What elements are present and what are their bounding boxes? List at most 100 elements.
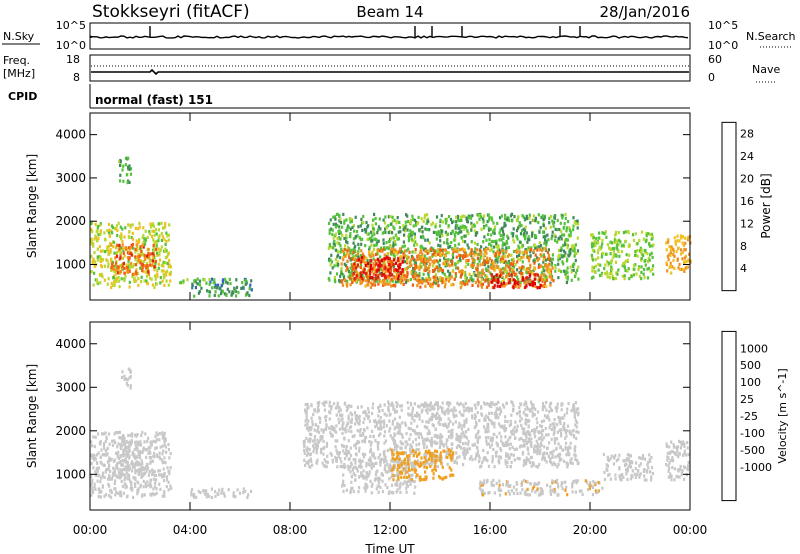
echo-cell bbox=[441, 423, 444, 427]
echo-cell bbox=[472, 263, 475, 267]
echo-cell bbox=[432, 247, 435, 251]
echo-cell bbox=[516, 275, 519, 279]
echo-cell bbox=[96, 229, 99, 233]
echo-cell bbox=[120, 443, 123, 447]
echo-cell bbox=[129, 246, 132, 250]
echo-cell bbox=[557, 236, 560, 240]
echo-cell bbox=[399, 446, 402, 450]
echo-cell bbox=[127, 250, 130, 254]
echo-cell bbox=[424, 408, 428, 412]
echo-cell bbox=[437, 455, 440, 459]
echo-cell bbox=[328, 404, 331, 408]
echo-cell bbox=[552, 279, 555, 283]
echo-cell bbox=[134, 263, 138, 267]
echo-cell bbox=[434, 254, 437, 258]
echo-cell bbox=[540, 420, 543, 424]
echo-cell bbox=[122, 472, 125, 477]
echo-cell bbox=[466, 254, 469, 258]
echo-cell bbox=[357, 275, 360, 279]
echo-cell bbox=[147, 451, 150, 455]
echo-cell bbox=[496, 250, 499, 254]
echo-cell bbox=[557, 258, 560, 262]
echo-cell bbox=[498, 431, 501, 435]
echo-cell bbox=[490, 233, 493, 237]
echo-cell bbox=[423, 425, 426, 429]
echo-cell bbox=[460, 427, 463, 431]
echo-cell bbox=[536, 258, 539, 262]
echo-cell bbox=[469, 214, 472, 218]
echo-cell bbox=[92, 466, 95, 470]
echo-cell bbox=[419, 285, 422, 289]
echo-cell bbox=[555, 409, 558, 413]
echo-cell bbox=[208, 290, 212, 294]
echo-cell bbox=[436, 250, 440, 254]
echo-cell bbox=[522, 278, 525, 282]
echo-cell bbox=[605, 272, 608, 276]
echo-cell bbox=[512, 257, 515, 261]
echo-cell bbox=[112, 471, 115, 475]
echo-cell bbox=[95, 473, 99, 477]
power-ylabel: Slant Range [km] bbox=[25, 154, 39, 258]
echo-cell bbox=[232, 494, 235, 498]
colorbar-tick-label: 28 bbox=[740, 128, 754, 141]
echo-cell bbox=[96, 255, 99, 259]
echo-cell bbox=[375, 277, 378, 281]
echo-cell bbox=[112, 283, 115, 287]
echo-cell bbox=[345, 236, 348, 240]
echo-cell bbox=[341, 427, 344, 431]
echo-cell bbox=[539, 276, 542, 280]
echo-cell bbox=[166, 234, 169, 238]
echo-cell bbox=[500, 282, 503, 286]
echo-cell bbox=[390, 237, 393, 241]
echo-cell bbox=[566, 243, 569, 248]
echo-cell bbox=[356, 421, 360, 425]
echo-cell bbox=[443, 423, 446, 427]
echo-cell bbox=[624, 268, 627, 273]
echo-cell bbox=[143, 472, 147, 476]
echo-cell bbox=[544, 226, 547, 230]
echo-cell bbox=[465, 436, 469, 440]
echo-cell bbox=[406, 442, 409, 446]
echo-cell bbox=[113, 458, 116, 462]
echo-cell bbox=[91, 486, 94, 491]
echo-cell bbox=[113, 482, 116, 486]
echo-cell bbox=[539, 253, 542, 257]
echo-cell bbox=[154, 440, 157, 444]
echo-cell bbox=[411, 214, 414, 218]
echo-cell bbox=[414, 263, 417, 267]
echo-cell bbox=[328, 417, 331, 421]
echo-cell bbox=[107, 432, 111, 436]
echo-cell bbox=[381, 231, 384, 235]
echo-cell bbox=[316, 406, 319, 410]
echo-cell bbox=[349, 411, 352, 415]
echo-cell bbox=[304, 423, 307, 427]
echo-cell bbox=[349, 283, 352, 287]
echo-cell bbox=[362, 220, 365, 225]
echo-cell bbox=[446, 462, 449, 466]
echo-cell bbox=[122, 491, 125, 495]
echo-cell bbox=[523, 403, 526, 407]
echo-cell bbox=[455, 438, 458, 442]
echo-cell bbox=[504, 419, 507, 423]
echo-cell bbox=[120, 463, 123, 467]
echo-cell bbox=[552, 461, 555, 465]
echo-cell bbox=[127, 156, 130, 160]
echo-cell bbox=[190, 493, 193, 497]
echo-cell bbox=[359, 428, 362, 432]
echo-cell bbox=[611, 267, 614, 272]
echo-cell bbox=[545, 408, 548, 412]
echo-cell bbox=[139, 259, 142, 263]
nsearch-tick-high: 10^5 bbox=[708, 19, 738, 32]
echo-cell bbox=[480, 406, 483, 410]
echo-cell bbox=[529, 254, 532, 258]
echo-cell bbox=[464, 251, 467, 255]
echo-cell bbox=[513, 425, 516, 430]
echo-cell bbox=[108, 494, 111, 498]
echo-cell bbox=[169, 451, 172, 456]
echo-cell bbox=[462, 405, 465, 409]
echo-cell bbox=[417, 257, 420, 261]
echo-cell bbox=[156, 274, 159, 278]
echo-cell bbox=[611, 274, 614, 279]
echo-cell bbox=[411, 417, 414, 421]
echo-cell bbox=[487, 213, 490, 217]
